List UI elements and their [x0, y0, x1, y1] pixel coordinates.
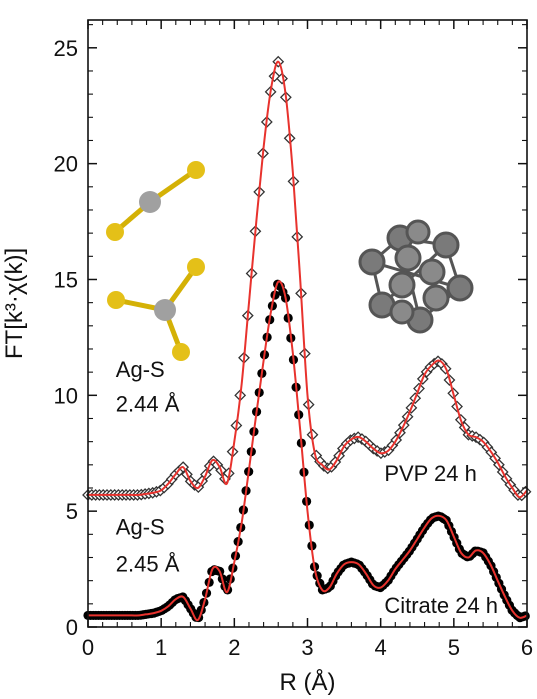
- annotation-label: PVP 24 h: [384, 461, 477, 486]
- y-tick-label: 0: [66, 615, 78, 640]
- series-layer: [82, 55, 532, 623]
- x-tick-label: 0: [82, 635, 94, 660]
- ag-cluster-icon: [358, 219, 474, 334]
- x-tick-label: 2: [228, 635, 240, 660]
- ag-s3-molecule-icon: [107, 258, 205, 361]
- y-axis-label: FT[k³·χ(k)]: [1, 248, 28, 359]
- ag-s2-molecule-icon: [106, 161, 205, 241]
- y-tick-label: 20: [54, 152, 78, 177]
- y-tick-label: 15: [54, 267, 78, 292]
- series-citrate: [83, 279, 530, 623]
- x-axis-label: R (Å): [280, 668, 336, 696]
- data-point: [276, 72, 288, 85]
- x-tick-label: 5: [448, 635, 460, 660]
- annotation-label: Citrate 24 h: [384, 593, 498, 618]
- axes-layer: [87, 19, 528, 628]
- fit-line: [87, 60, 528, 499]
- x-tick-label: 1: [155, 635, 167, 660]
- y-tick-label: 5: [66, 499, 78, 524]
- annotation-label: 2.45 Å: [116, 551, 180, 576]
- y-tick-label: 25: [54, 36, 78, 61]
- y-tick-label: 10: [54, 383, 78, 408]
- annotation-label: Ag-S: [116, 514, 165, 539]
- annotation-label: Ag-S: [116, 357, 165, 382]
- text-layer: 0 1 2 3 4 5 6 0 5 10 15 20 25 R (Å) FT[k³·χ(k)] Ag-S 2.4…: [1, 36, 533, 696]
- series-pvp: [82, 55, 532, 502]
- x-tick-label: 3: [301, 635, 313, 660]
- fit-line: [87, 280, 528, 622]
- x-tick-label: 6: [521, 635, 533, 660]
- annotation-label: 2.44 Å: [116, 392, 180, 417]
- x-tick-label: 4: [375, 635, 387, 660]
